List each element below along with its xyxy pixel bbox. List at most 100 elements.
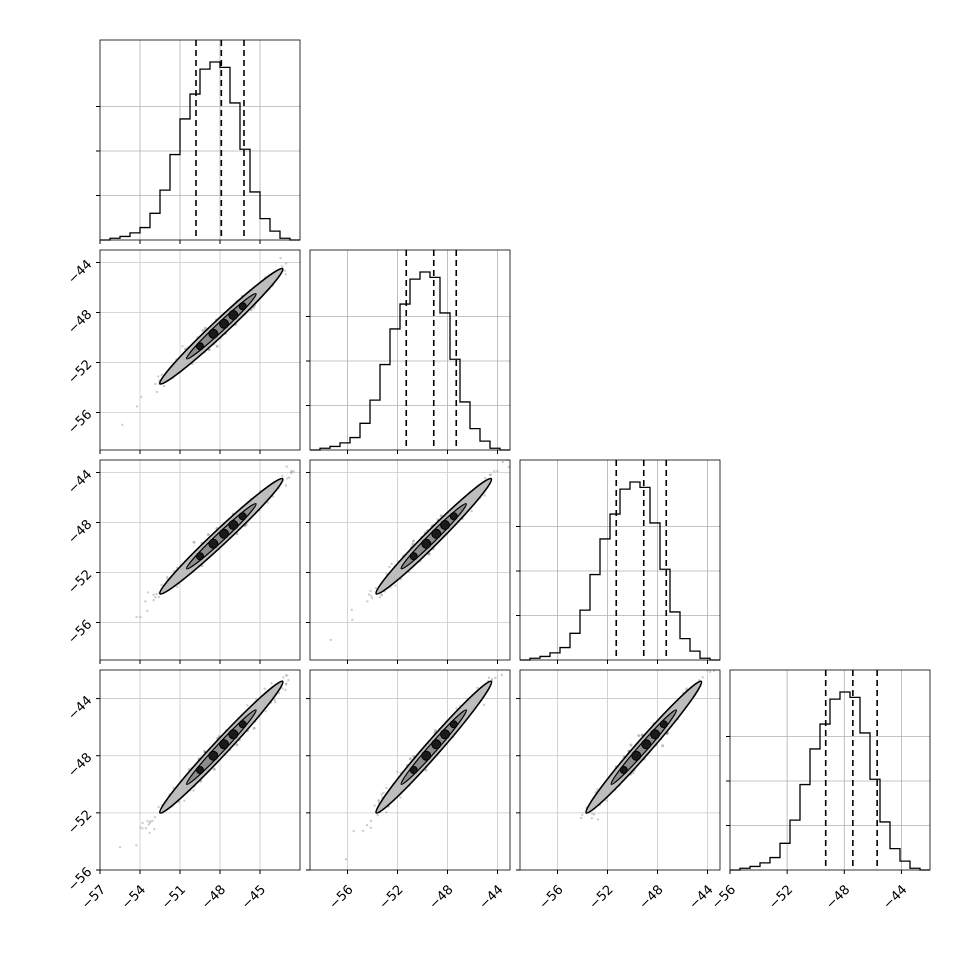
scatter-point bbox=[292, 470, 295, 473]
scatter-point bbox=[684, 688, 688, 691]
scatter-point bbox=[270, 682, 273, 685]
scatter-point bbox=[153, 816, 157, 819]
scatter-point bbox=[369, 589, 372, 593]
y-tick-label: −48 bbox=[65, 750, 95, 780]
x-tick-label: −48 bbox=[823, 882, 853, 912]
histogram-line bbox=[520, 481, 720, 661]
x-tick-label: −45 bbox=[239, 882, 269, 912]
x-tick-label: −51 bbox=[159, 882, 189, 912]
scatter-point bbox=[380, 793, 383, 796]
density-core bbox=[631, 750, 642, 761]
histogram-panel-1 bbox=[96, 39, 301, 244]
scatter-point bbox=[152, 599, 155, 602]
scatter-point bbox=[183, 347, 187, 351]
scatter-point bbox=[731, 639, 733, 641]
density-core bbox=[208, 538, 219, 549]
panel-frame bbox=[99, 459, 301, 661]
scatter-point bbox=[490, 678, 494, 681]
scatter-point bbox=[370, 595, 373, 598]
scatter-point bbox=[155, 592, 158, 596]
y-tick-label: −44 bbox=[65, 467, 95, 497]
scatter-point bbox=[499, 666, 501, 668]
scatter-point bbox=[507, 465, 510, 469]
scatter-point bbox=[351, 618, 354, 621]
scatter-point bbox=[183, 799, 186, 802]
density-core bbox=[619, 766, 628, 774]
scatter-point bbox=[203, 326, 207, 330]
scatter-point bbox=[157, 375, 160, 378]
scatter-point bbox=[369, 819, 373, 823]
density-core bbox=[238, 512, 247, 521]
panel-frame bbox=[309, 249, 511, 451]
x-tick-label: −48 bbox=[427, 882, 457, 912]
scatter-panel-2-3 bbox=[306, 459, 511, 664]
scatter-point bbox=[246, 704, 249, 707]
x-tick-label: −56 bbox=[327, 882, 357, 912]
scatter-point bbox=[157, 595, 160, 599]
scatter-point bbox=[434, 729, 438, 733]
scatter-point bbox=[388, 565, 391, 569]
histogram-line bbox=[310, 271, 510, 451]
x-tick-label: −54 bbox=[119, 882, 149, 912]
y-tick-label: −44 bbox=[65, 693, 95, 723]
scatter-point bbox=[596, 818, 600, 821]
scatter-point bbox=[279, 256, 282, 260]
x-tick-label: −44 bbox=[880, 882, 910, 912]
panel-frame bbox=[99, 39, 301, 241]
scatter-point bbox=[483, 476, 487, 480]
y-tick-label: −52 bbox=[65, 567, 95, 597]
scatter-point bbox=[374, 587, 377, 590]
scatter-point bbox=[290, 471, 293, 474]
y-tick-label: −52 bbox=[65, 357, 95, 387]
x-tick-label: −52 bbox=[766, 882, 796, 912]
scatter-point bbox=[215, 344, 219, 348]
scatter-point bbox=[284, 484, 288, 487]
scatter-point bbox=[192, 540, 196, 544]
density-core bbox=[440, 520, 450, 530]
scatter-point bbox=[301, 248, 303, 250]
scatter-point bbox=[396, 770, 399, 773]
density-core bbox=[208, 750, 219, 761]
scatter-point bbox=[352, 829, 355, 833]
scatter-point bbox=[201, 329, 205, 332]
scatter-point bbox=[154, 382, 157, 386]
panel-frame bbox=[99, 249, 301, 451]
panel-frame bbox=[519, 669, 721, 871]
x-tick-label: −52 bbox=[587, 882, 617, 912]
scatter-point bbox=[367, 593, 371, 596]
scatter-point bbox=[708, 670, 712, 673]
scatter-point bbox=[192, 789, 195, 792]
scatter-point bbox=[166, 575, 169, 579]
density-core bbox=[409, 766, 418, 774]
scatter-point bbox=[141, 827, 144, 830]
density-core bbox=[228, 310, 239, 320]
scatter-point bbox=[661, 744, 665, 748]
scatter-point bbox=[154, 596, 157, 599]
scatter-point bbox=[382, 791, 385, 794]
scatter-point bbox=[385, 786, 388, 790]
scatter-point bbox=[266, 501, 269, 504]
scatter-point bbox=[369, 826, 372, 829]
scatter-point bbox=[376, 814, 379, 817]
contour-outer bbox=[158, 680, 284, 814]
density-core bbox=[409, 552, 418, 561]
scatter-point bbox=[303, 655, 305, 657]
scatter-point bbox=[283, 269, 286, 273]
scatter-point bbox=[160, 373, 163, 376]
x-tick-label: −44 bbox=[477, 882, 507, 912]
scatter-point bbox=[482, 703, 486, 707]
histogram-line bbox=[100, 61, 300, 241]
density-core bbox=[219, 739, 229, 750]
scatter-point bbox=[295, 245, 297, 247]
scatter-point bbox=[284, 682, 288, 685]
scatter-point bbox=[284, 688, 287, 691]
density-core bbox=[208, 328, 219, 339]
scatter-point bbox=[496, 469, 499, 473]
scatter-point bbox=[273, 698, 276, 702]
scatter-point bbox=[500, 673, 503, 677]
scatter-point bbox=[252, 726, 256, 730]
scatter-point bbox=[146, 609, 149, 613]
density-core bbox=[641, 739, 652, 750]
scatter-point bbox=[160, 583, 163, 587]
